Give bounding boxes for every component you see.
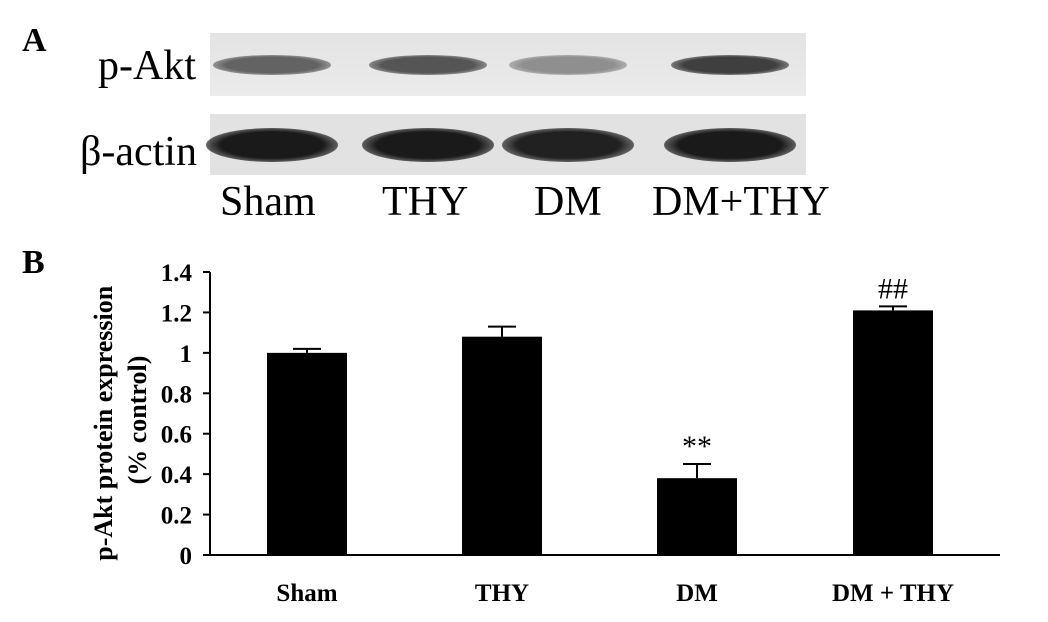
panel-b-label: B [22,244,45,281]
blot-strip-beta-actin [206,114,806,175]
y-axis-title: p-Akt protein expression (% control) [89,279,152,560]
blot-band [206,127,338,162]
y-tick-label: 0 [180,543,193,570]
blot-band [213,54,331,75]
panel-a-label: A [22,22,47,59]
blot-strip-p-akt [210,33,806,96]
significance-label: ** [682,430,712,463]
blot-row-label-beta-actin: β-actin [80,129,197,175]
lane-label-dm: DM [534,179,602,225]
blot-band [509,54,627,75]
category-label: DM + THY [832,580,954,607]
y-axis-title-line-1: p-Akt protein expression [89,285,118,560]
y-tick-label: 1.4 [161,260,193,287]
y-axis-title-line-2: (% control) [123,356,152,485]
y-tick-label: 0.6 [161,422,192,449]
bar [657,478,737,555]
y-tick-label: 1 [180,341,193,368]
y-tick-label: 0.2 [161,503,192,530]
significance-label: ## [878,272,908,305]
bar [462,336,542,555]
y-tick-label: 0.4 [161,462,193,489]
lane-label-thy: THY [382,179,469,225]
category-label: THY [475,580,529,607]
blot-band [671,54,789,75]
blot-band [664,127,796,162]
blot-band [502,127,634,162]
lane-label-dm-thy: DM+THY [652,179,830,225]
lane-label-sham: Sham [220,179,316,225]
bar [853,310,933,555]
category-label: DM [676,580,718,607]
category-label: Sham [276,580,337,607]
blot-band [362,127,494,162]
bar [267,352,347,555]
y-tick-label: 1.2 [161,300,192,327]
blot-band [369,54,487,75]
y-tick-label: 0.8 [161,381,192,408]
blot-row-label-p-akt: p-Akt [98,43,196,89]
